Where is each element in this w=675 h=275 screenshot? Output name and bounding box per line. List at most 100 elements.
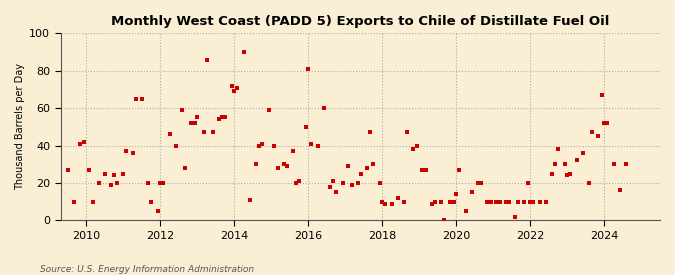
Point [313, 143, 323, 148]
Point [294, 179, 304, 183]
Point [578, 151, 589, 155]
Point [377, 199, 388, 204]
Point [593, 134, 603, 138]
Point [417, 168, 428, 172]
Point [562, 173, 573, 178]
Point [118, 171, 129, 176]
Point [427, 201, 437, 206]
Point [158, 181, 169, 185]
Point [472, 181, 483, 185]
Point [220, 115, 231, 120]
Point [198, 130, 209, 135]
Point [171, 143, 182, 148]
Text: Source: U.S. Energy Information Administration: Source: U.S. Energy Information Administ… [40, 265, 254, 274]
Point [448, 199, 459, 204]
Point [69, 199, 80, 204]
Point [112, 181, 123, 185]
Point [186, 121, 196, 125]
Point [306, 141, 317, 146]
Point [491, 199, 502, 204]
Point [429, 199, 440, 204]
Point [128, 151, 138, 155]
Point [411, 143, 422, 148]
Point [519, 199, 530, 204]
Point [87, 199, 98, 204]
Point [602, 121, 613, 125]
Point [587, 130, 597, 135]
Point [494, 199, 505, 204]
Point [278, 162, 289, 166]
Point [213, 117, 224, 122]
Point [143, 181, 154, 185]
Point [192, 115, 203, 120]
Point [250, 162, 261, 166]
Point [238, 50, 249, 54]
Point [288, 149, 298, 153]
Point [201, 57, 212, 62]
Point [300, 125, 311, 129]
Point [106, 183, 117, 187]
Point [380, 201, 391, 206]
Point [500, 199, 511, 204]
Point [368, 162, 379, 166]
Point [281, 164, 292, 168]
Point [346, 183, 357, 187]
Point [510, 214, 520, 219]
Point [257, 141, 268, 146]
Point [445, 199, 456, 204]
Y-axis label: Thousand Barrels per Day: Thousand Barrels per Day [15, 63, 25, 190]
Point [386, 201, 397, 206]
Point [152, 209, 163, 213]
Point [547, 171, 558, 176]
Point [84, 168, 95, 172]
Title: Monthly West Coast (PADD 5) Exports to Chile of Distillate Fuel Oil: Monthly West Coast (PADD 5) Exports to C… [111, 15, 610, 28]
Point [269, 143, 280, 148]
Point [528, 199, 539, 204]
Point [615, 188, 626, 192]
Point [226, 84, 237, 88]
Point [525, 199, 536, 204]
Point [63, 168, 74, 172]
Point [337, 181, 348, 185]
Point [365, 130, 376, 135]
Point [584, 181, 595, 185]
Point [559, 162, 570, 166]
Point [466, 190, 477, 194]
Point [93, 181, 104, 185]
Point [374, 181, 385, 185]
Point [451, 192, 462, 196]
Point [75, 141, 86, 146]
Point [398, 199, 409, 204]
Point [155, 181, 166, 185]
Point [408, 147, 418, 152]
Point [343, 164, 354, 168]
Point [571, 158, 582, 163]
Point [208, 130, 219, 135]
Point [553, 147, 564, 152]
Point [362, 166, 373, 170]
Point [439, 218, 450, 222]
Point [229, 89, 240, 94]
Point [325, 185, 335, 189]
Point [393, 196, 404, 200]
Point [620, 162, 631, 166]
Point [513, 199, 524, 204]
Point [180, 166, 190, 170]
Point [273, 166, 284, 170]
Point [482, 199, 493, 204]
Point [565, 171, 576, 176]
Point [356, 171, 367, 176]
Point [244, 197, 255, 202]
Point [303, 67, 314, 71]
Point [476, 181, 487, 185]
Point [352, 181, 363, 185]
Point [121, 149, 132, 153]
Point [100, 171, 111, 176]
Point [164, 132, 175, 136]
Point [78, 140, 89, 144]
Point [254, 143, 265, 148]
Point [402, 130, 412, 135]
Point [596, 93, 607, 97]
Point [504, 199, 514, 204]
Point [319, 106, 329, 110]
